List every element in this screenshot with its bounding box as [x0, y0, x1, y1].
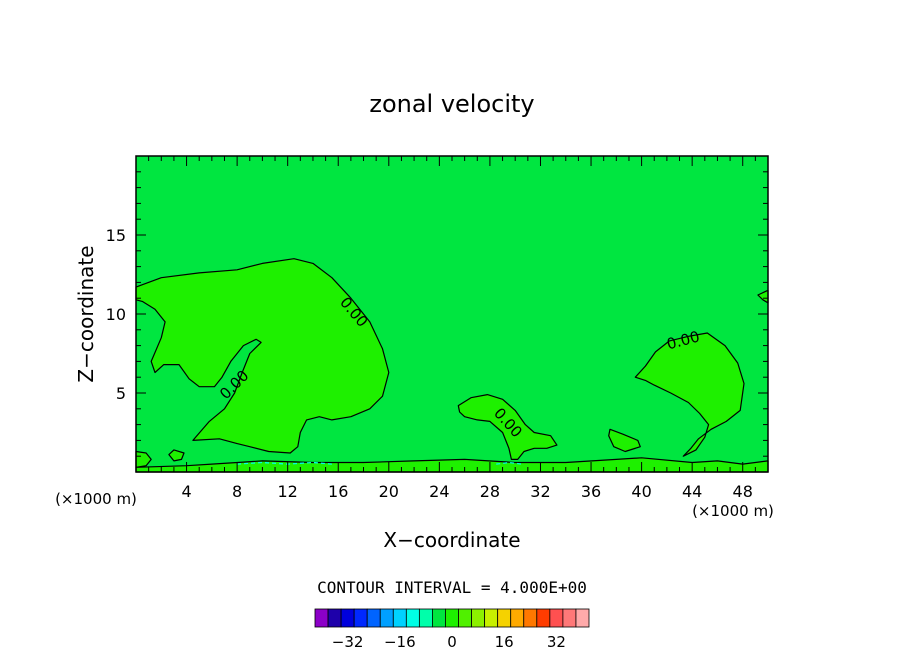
- contour-region-small-patch-a: [608, 428, 641, 453]
- colorbar-swatch: [471, 608, 486, 628]
- colorbar-swatch: [392, 608, 407, 628]
- x-unit-left: (×1000 m): [55, 490, 137, 508]
- contour-regions: [135, 258, 769, 473]
- x-tick-label: 16: [328, 482, 348, 501]
- x-tick-label: 48: [733, 482, 753, 501]
- colorbar-tick-label: −16: [384, 633, 416, 651]
- contour-region-right-positive: [634, 332, 745, 457]
- colorbar-swatch: [340, 608, 355, 628]
- colorbar-swatch: [432, 608, 446, 628]
- contour-region-small-patch-b: [168, 449, 185, 462]
- colorbar-swatch: [497, 608, 512, 628]
- colorbar-swatch: [562, 608, 577, 628]
- y-axis-label: Z−coordinate: [74, 245, 98, 382]
- colorbar-swatch: [445, 608, 459, 628]
- colorbar-labels: −32 −16 0 16 32: [332, 633, 566, 651]
- y-tick-label: 15: [106, 226, 126, 245]
- x-tick-label: 20: [379, 482, 399, 501]
- colorbar-swatch: [314, 608, 329, 628]
- colorbar-swatch: [366, 608, 381, 628]
- colorbar-swatch: [549, 608, 564, 628]
- x-unit-right: (×1000 m): [692, 502, 774, 520]
- x-tick-label: 40: [631, 482, 651, 501]
- colorbar-swatch: [458, 608, 472, 628]
- colorbar-swatch: [379, 608, 394, 628]
- colorbar-tick-label: 0: [447, 633, 457, 651]
- colorbar-swatch: [510, 608, 525, 628]
- colorbar-swatch: [575, 608, 590, 628]
- axis-ticks: [136, 156, 768, 472]
- contour-region-middle-positive: [457, 394, 558, 460]
- colorbar-tick-label: 16: [495, 633, 514, 651]
- colorbar-swatch: [523, 608, 538, 628]
- colorbar: [314, 608, 590, 628]
- y-tick-label: 5: [116, 384, 126, 403]
- contour-interval-text: CONTOUR INTERVAL = 4.000E+00: [317, 578, 587, 597]
- plot-area: 0.000.000.000.00: [135, 155, 769, 473]
- colorbar-swatch: [418, 608, 433, 628]
- colorbar-swatch: [405, 608, 420, 628]
- x-axis-label: X−coordinate: [383, 528, 520, 552]
- x-tick-label: 32: [530, 482, 550, 501]
- contour-region-upper-left-positive: [135, 258, 390, 454]
- negative-contour-2: [496, 461, 522, 465]
- colorbar-tick-label: −32: [332, 633, 364, 651]
- colorbar-swatch: [327, 608, 342, 628]
- colorbar-swatch: [536, 608, 551, 628]
- x-tick-label: 28: [480, 482, 500, 501]
- x-tick-label: 8: [232, 482, 242, 501]
- colorbar-tick-label: 32: [547, 633, 566, 651]
- x-tick-label: 24: [429, 482, 449, 501]
- x-tick-label: 44: [682, 482, 702, 501]
- chart-title: zonal velocity: [369, 90, 534, 118]
- colorbar-swatch: [484, 608, 499, 628]
- y-tick-label: 10: [106, 305, 126, 324]
- x-tick-label: 12: [278, 482, 298, 501]
- x-tick-label: 4: [181, 482, 191, 501]
- y-tick-labels: 5 10 15: [106, 226, 126, 403]
- x-tick-labels: 4 8 12 16 20 24 28 32 36 40 44 48: [181, 482, 752, 501]
- x-tick-label: 36: [581, 482, 601, 501]
- colorbar-swatch: [353, 608, 368, 628]
